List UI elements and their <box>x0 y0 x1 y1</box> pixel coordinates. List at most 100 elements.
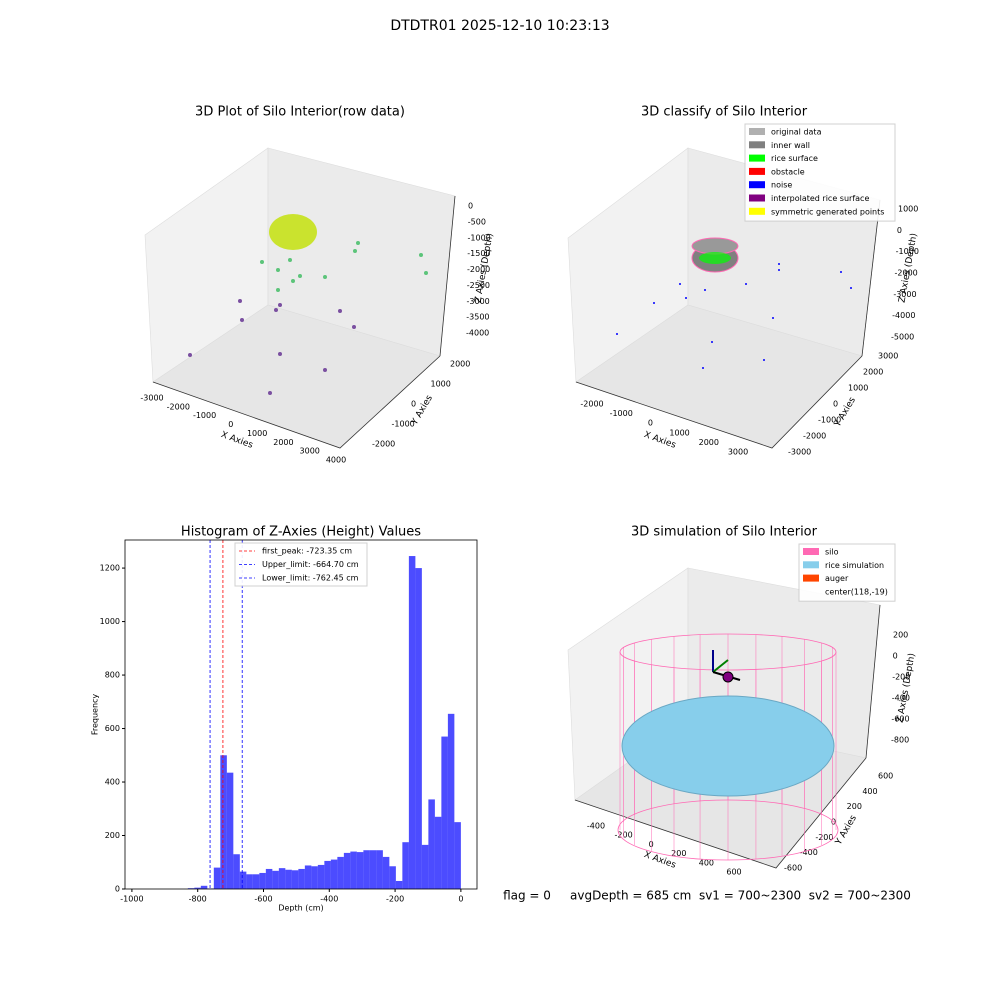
y-tick-label: 200 <box>847 802 862 811</box>
legend-box <box>234 542 368 587</box>
y-tick-label: 0 <box>115 885 120 894</box>
bar <box>324 860 331 889</box>
y-tick-label: -200 <box>815 833 833 842</box>
legend-label: auger <box>825 574 849 583</box>
y-tick-label: -1000 <box>818 416 841 425</box>
footer: flag = 0 avgDepth = 685 cm sv1 = 700~230… <box>503 889 911 903</box>
x-tick-label: 2000 <box>273 438 293 447</box>
y-tick-label: 400 <box>105 778 120 787</box>
point-decor <box>291 279 295 283</box>
bar <box>363 850 370 889</box>
point-decor <box>424 271 428 275</box>
bar <box>343 852 351 889</box>
point-decor <box>288 258 292 262</box>
x-tick-label: -1000 <box>193 411 216 420</box>
y-tick-label: 200 <box>105 831 120 840</box>
bar <box>389 866 396 889</box>
y-tick-label: 1200 <box>100 564 120 573</box>
legend-label: inner wall <box>771 141 810 150</box>
bar <box>376 850 383 889</box>
z-tick-label: -1000 <box>896 247 919 256</box>
point-cloud <box>691 237 739 255</box>
bar <box>454 822 461 889</box>
legend-swatch <box>749 181 765 189</box>
bar <box>428 799 435 889</box>
auger-axis <box>712 659 729 673</box>
legend-label: silo <box>825 548 839 557</box>
y-tick-label: 400 <box>862 787 877 796</box>
z-tick-label: 1000 <box>898 205 918 214</box>
z-tick-label: 0 <box>893 652 898 661</box>
legend-label: center(118,-19) <box>825 587 888 596</box>
bar <box>259 872 266 889</box>
y-tick-label: 2000 <box>863 368 883 377</box>
point-decor <box>188 353 192 357</box>
z-tick-label: -3500 <box>466 313 489 322</box>
z-tick-label: -4000 <box>892 311 915 320</box>
bar <box>434 816 442 889</box>
y-tick-label: 600 <box>105 724 120 733</box>
legend-label: symmetric generated points <box>771 207 884 216</box>
x-tick-label: 0 <box>648 419 653 428</box>
y-tick-label: 1000 <box>431 380 451 389</box>
legend-swatch <box>749 141 765 149</box>
x-tick-label: 200 <box>671 849 686 858</box>
axis-line <box>575 355 863 449</box>
point-decor <box>679 283 681 285</box>
bar <box>200 885 208 889</box>
legend-label: first_peak: -723.35 cm <box>262 547 352 556</box>
point-decor <box>356 241 360 245</box>
bar <box>265 868 273 889</box>
z-tick-label: -2500 <box>467 281 490 290</box>
z-tick-label: -1000 <box>468 233 491 242</box>
bar <box>304 865 312 889</box>
point-decor <box>240 318 244 322</box>
bar <box>226 772 234 889</box>
point-decor <box>238 299 242 303</box>
legend-swatch <box>803 548 819 555</box>
bar <box>447 713 455 889</box>
point-decor <box>419 253 423 257</box>
bar <box>252 874 260 889</box>
bar <box>213 867 221 889</box>
axis-line <box>865 604 881 759</box>
bar <box>246 874 253 889</box>
bar <box>187 888 195 889</box>
point-cloud <box>269 214 317 250</box>
x-tick-label: 0 <box>458 895 463 904</box>
x-tick-label: -200 <box>386 895 404 904</box>
y-axis-label: Frequency <box>91 694 100 736</box>
x-tick-label: 3000 <box>300 447 320 456</box>
point-decor <box>616 333 618 335</box>
legend-swatch <box>749 194 765 202</box>
bar <box>278 868 286 889</box>
y-tick-label: 1000 <box>100 617 120 626</box>
point-decor <box>260 260 264 264</box>
y-tick-label: 1000 <box>848 384 868 393</box>
z-tick-label: -2000 <box>895 269 918 278</box>
bar <box>441 736 448 889</box>
point-decor <box>298 274 302 278</box>
bar <box>311 866 318 889</box>
x-tick-label: -2000 <box>580 400 603 409</box>
y-tick-label: -3000 <box>788 448 811 457</box>
z-tick-label: 0 <box>468 202 473 211</box>
z-tick-label: -500 <box>468 217 486 226</box>
z-tick-label: -3000 <box>893 290 916 299</box>
x-tick-label: 400 <box>699 858 714 867</box>
point-decor <box>268 391 272 395</box>
x-tick-label: 1000 <box>669 428 689 437</box>
z-tick-label: -4000 <box>466 329 489 338</box>
legend-swatch <box>749 167 765 175</box>
point-decor <box>276 268 280 272</box>
bar <box>291 870 299 889</box>
point-decor <box>850 287 852 289</box>
point-decor <box>274 308 278 312</box>
bar <box>350 851 357 889</box>
point-decor <box>653 302 655 304</box>
legend-box <box>744 123 896 222</box>
z-tick-label: -800 <box>891 736 909 745</box>
z-tick-label: 0 <box>897 226 902 235</box>
x-tick-label: 0 <box>228 420 233 429</box>
bar <box>239 871 247 889</box>
